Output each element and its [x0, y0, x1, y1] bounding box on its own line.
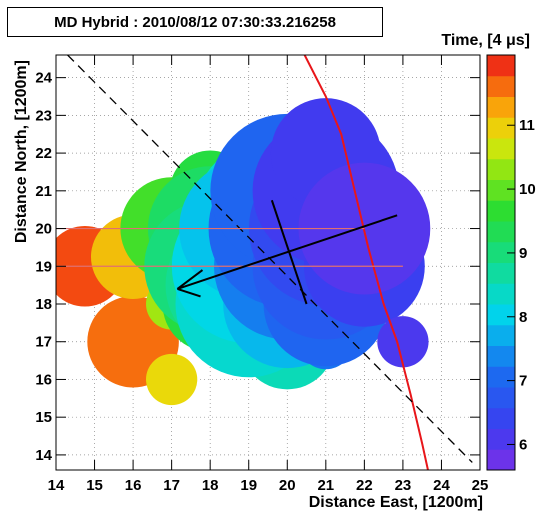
color-scale-label: 9	[519, 245, 527, 262]
plot-frame	[55, 54, 481, 471]
color-scale-band	[487, 138, 515, 160]
color-scale-band	[487, 304, 515, 326]
y-tick-label: 21	[35, 183, 52, 200]
color-scale-band	[487, 200, 515, 222]
x-tick-label: 21	[317, 477, 334, 494]
color-scale-band	[487, 96, 515, 118]
data-bubble	[146, 353, 198, 406]
color-scale	[486, 54, 516, 471]
arrow-head-lower	[177, 287, 201, 298]
y-tick-label: 23	[35, 107, 52, 124]
y-tick-label: 15	[35, 409, 52, 426]
arrow-head-upper	[176, 269, 204, 290]
color-scale-band	[487, 345, 515, 367]
y-tick-labels: 14 15 16 17 18 19 20 21 22 23 24	[35, 70, 52, 464]
x-tick-label: 24	[433, 477, 450, 494]
y-tick-label: 19	[35, 258, 52, 275]
color-scale-band	[487, 262, 515, 284]
y-tick-label: 24	[35, 70, 52, 87]
x-tick-label: 20	[279, 477, 296, 494]
x-tick-label: 18	[202, 477, 219, 494]
x-tick-label: 19	[240, 477, 257, 494]
x-tick-label: 23	[395, 477, 412, 494]
color-scale-label: 10	[519, 181, 536, 198]
x-tick-label: 14	[48, 477, 65, 494]
color-scale-label: 7	[519, 373, 527, 390]
y-tick-label: 18	[35, 296, 52, 313]
color-scale-band	[487, 428, 515, 450]
chart-title: MD Hybrid : 2010/08/12 07:30:33.216258	[7, 7, 383, 37]
color-scale-frame	[486, 54, 516, 471]
x-tick-label: 15	[86, 477, 103, 494]
color-scale-title: Time, [4 μs]	[441, 32, 530, 49]
x-tick-label: 22	[356, 477, 373, 494]
color-scale-labels: 6 7 8 9 10 11	[519, 117, 536, 453]
color-scale-band	[487, 158, 515, 180]
y-tick-label: 17	[35, 334, 52, 351]
color-scale-label: 6	[519, 436, 527, 453]
x-tick-label: 25	[472, 477, 489, 494]
y-tick-label: 22	[35, 145, 52, 162]
x-tick-label: 17	[163, 477, 180, 494]
color-scale-band	[487, 221, 515, 243]
data-bubble	[377, 316, 429, 368]
color-scale-band	[487, 241, 515, 263]
x-tick-label: 16	[125, 477, 142, 494]
color-scale-band	[487, 449, 515, 471]
color-scale-band	[487, 179, 515, 201]
bubble-layer	[56, 98, 431, 406]
y-tick-label: 14	[35, 447, 52, 464]
axis-tick-marks	[55, 55, 481, 470]
color-scale-band	[487, 283, 515, 305]
color-scale-band	[487, 55, 515, 77]
y-axis-label: Distance North, [1200m]	[13, 60, 30, 243]
overlay-lines	[56, 55, 473, 470]
color-scale-band	[487, 407, 515, 429]
color-scale-label: 11	[519, 117, 535, 134]
y-tick-label: 20	[35, 221, 52, 238]
color-scale-band	[487, 117, 515, 139]
y-tick-label: 16	[35, 371, 52, 388]
color-scale-band	[487, 75, 515, 97]
color-scale-band	[487, 366, 515, 388]
red-curve	[303, 55, 429, 470]
x-axis-label: Distance East, [1200m]	[309, 494, 483, 511]
color-scale-band	[487, 324, 515, 346]
color-scale-label: 8	[519, 309, 527, 326]
x-tick-labels: 14 15 16 17 18 19 20 21 22 23 24 25	[48, 477, 489, 494]
arrow-line	[177, 214, 398, 290]
color-scale-band	[487, 387, 515, 409]
